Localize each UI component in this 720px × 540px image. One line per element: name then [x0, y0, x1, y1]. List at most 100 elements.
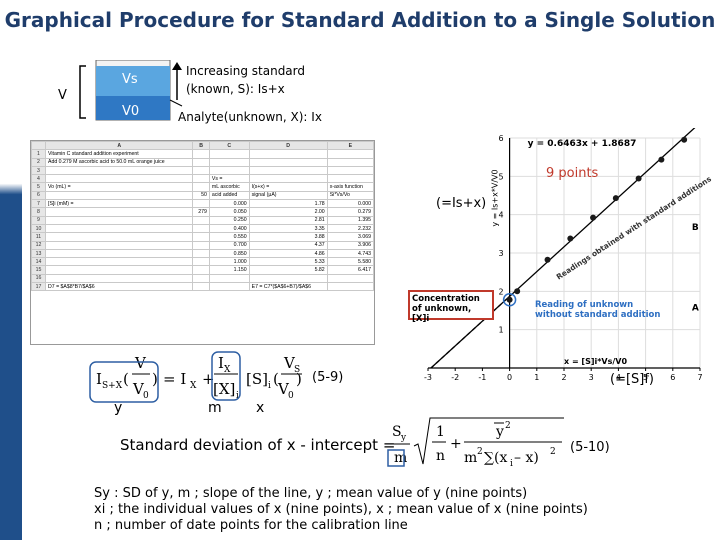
table-cell: 0.700: [208, 240, 250, 250]
table-cell: 0.850: [208, 248, 250, 259]
data-point: [544, 256, 551, 263]
table-row: 11 0.550 3.88 3.069: [31, 232, 374, 242]
data-point: [612, 195, 619, 202]
table-cell: [192, 232, 210, 242]
under-m-label: m: [208, 400, 222, 416]
table-cell: 16: [31, 273, 46, 284]
svg-text:V: V: [132, 380, 145, 398]
slope-note: Readings obtained with standard addition…: [555, 174, 712, 281]
x-tick-label: -3: [424, 373, 432, 382]
table-cell: [208, 165, 250, 176]
table-row: 7 [S]i (mM) = 0.000 1.78 0.000: [31, 199, 374, 209]
column-header: D: [248, 141, 328, 151]
table-cell: 6: [31, 190, 46, 201]
svg-text:(: (: [123, 370, 129, 388]
column-header: A: [44, 141, 194, 151]
concentration-unknown-box: Concentration of unknown, [X]i: [408, 290, 494, 324]
table-cell: [44, 207, 194, 217]
column-header: E: [326, 141, 374, 151]
svg-text:i: i: [236, 391, 239, 401]
svg-text:1: 1: [436, 424, 445, 440]
table-cell: 6.417: [326, 265, 374, 275]
table-cell: [44, 223, 194, 234]
svg-text:= I: = I: [163, 370, 186, 388]
table-cell: 3.069: [326, 232, 374, 242]
point-label-b: B: [692, 223, 699, 233]
x-tick-label: 6: [670, 373, 675, 382]
table-cell: [192, 240, 210, 250]
y-tick-label: 2: [499, 287, 504, 296]
table-cell: 10: [31, 223, 46, 234]
table-cell: 2.00: [248, 207, 328, 217]
x-tick-label: 2: [561, 373, 566, 382]
data-point: [635, 175, 642, 182]
table-cell: [208, 157, 250, 167]
x-tick-label: -1: [478, 373, 486, 382]
svg-text:i: i: [268, 381, 271, 391]
table-row: 16: [31, 273, 374, 284]
column-header: C: [208, 141, 250, 151]
definition-line-1: Sy : SD of y, m ; slope of the line, y ;…: [94, 486, 528, 501]
spreadsheet-table: A B C D E 1 Vitamin C standard addition experi…: [31, 141, 374, 292]
table-cell: [44, 190, 194, 201]
table-cell: 2.81: [248, 215, 328, 225]
table-cell: [44, 232, 194, 242]
table-cell: 7: [31, 199, 46, 209]
increasing-standard-label: Increasing standard: [186, 64, 305, 78]
table-cell: D7 = $A$8*B7/$A$6: [44, 282, 194, 292]
table-cell: 0.000: [326, 199, 374, 209]
y-tick-label: 1: [499, 326, 504, 335]
svg-text:0: 0: [288, 391, 294, 401]
table-row: 15 1.150 5.82 6.417: [31, 265, 374, 275]
table-cell: [44, 240, 194, 250]
extrapolation-line: [430, 295, 511, 369]
vs-label: Vs: [122, 72, 138, 87]
table-cell: [192, 273, 210, 284]
table-cell: 279: [192, 207, 210, 217]
table-row: 14 1.000 5.33 5.580: [31, 257, 374, 267]
nine-points-label: 9 points: [546, 166, 599, 181]
table-cell: [44, 215, 194, 225]
table-row: 3: [31, 165, 374, 176]
table-cell: [208, 282, 250, 292]
table-cell: [326, 174, 374, 184]
data-point: [590, 214, 597, 221]
table-cell: Add 0.279 M ascorbic acid to 50.0 mL ora…: [44, 157, 194, 167]
table-cell: [192, 174, 210, 184]
left-accent-bar: [0, 0, 22, 540]
table-cell: 0.050: [208, 207, 250, 217]
table-cell: [192, 149, 210, 159]
data-point: [514, 288, 521, 295]
y-tick-label: 6: [499, 134, 504, 143]
table-cell: 50: [192, 190, 210, 201]
table-cell: [192, 182, 210, 192]
table-cell: 0.400: [208, 223, 250, 234]
table-cell: [248, 157, 328, 167]
table-row: 8 279 0.050 2.00 0.279: [31, 207, 374, 217]
table-row: 2 Add 0.279 M ascorbic acid to 50.0 mL or…: [31, 157, 374, 167]
svg-text:[S]: [S]: [246, 370, 268, 388]
table-cell: [192, 257, 210, 267]
svg-text:): ): [152, 370, 158, 388]
table-cell: 1.395: [326, 215, 374, 225]
table-row: 6 50 acid added signal (μA) Si*Vs/Vo: [31, 190, 374, 201]
definition-line-3: n ; number of date points for the calibr…: [94, 518, 408, 533]
under-y-label: y: [114, 400, 123, 416]
table-cell: [192, 165, 210, 176]
table-cell: [192, 265, 210, 275]
x-tick-label: 5: [643, 373, 648, 382]
table-cell: 15: [31, 265, 46, 275]
data-point: [658, 156, 665, 163]
table-cell: 0.279: [326, 207, 374, 217]
analyte-label: Analyte(unknown, X): Ix: [178, 110, 322, 124]
table-cell: 0.550: [208, 232, 250, 242]
fit-equation: y = 0.6463x + 1.8687: [528, 139, 637, 149]
table-cell: 4: [31, 174, 46, 184]
table-cell: Vo (mL) =: [44, 182, 194, 192]
x-tick-label: 4: [616, 373, 621, 382]
table-cell: [326, 149, 374, 159]
standard-addition-chart: -3 -2 -1 0 1 2 3 4 5 6 7 1 2 3 4 5 6 A By = 0.6463x + 1.86…: [424, 128, 712, 382]
svg-text:+: +: [450, 436, 462, 452]
table-cell: [326, 282, 374, 292]
table-cell: 13: [31, 248, 46, 259]
